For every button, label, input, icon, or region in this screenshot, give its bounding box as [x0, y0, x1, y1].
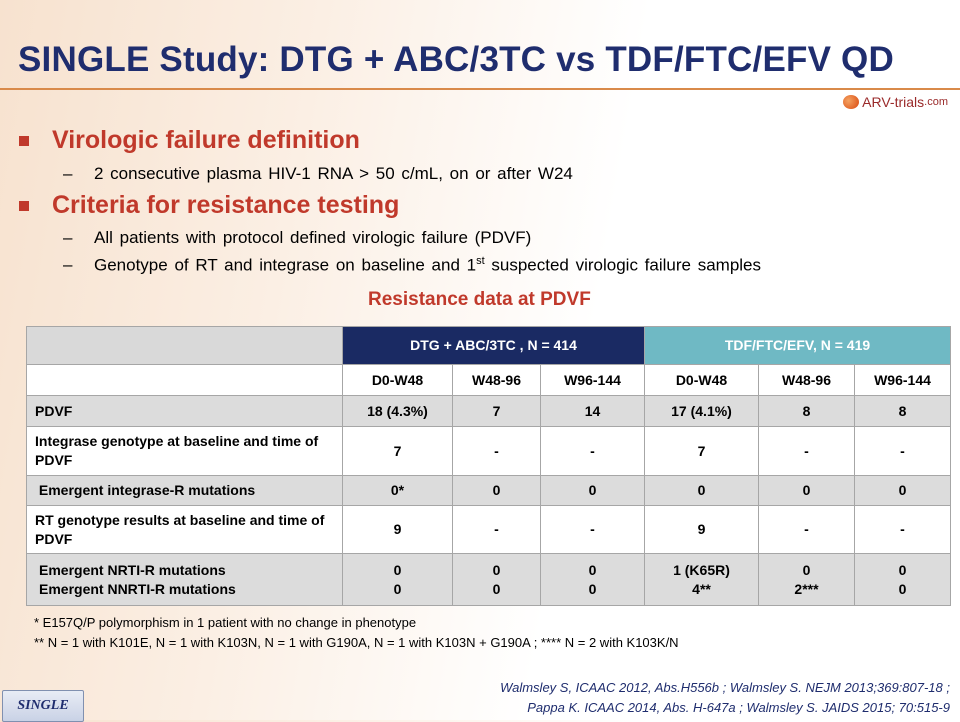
- nnrti-value: 0: [492, 580, 501, 597]
- column-header: W48-96: [452, 364, 541, 396]
- table-cell: 8: [854, 395, 951, 427]
- table-cell: 0: [854, 475, 951, 506]
- logo-icon: [843, 95, 860, 109]
- table-cell: -: [452, 426, 541, 476]
- corner-cell: [26, 326, 343, 365]
- nnrti-value: 0: [393, 580, 402, 597]
- sub-bullet-text: 2 consecutive plasma HIV-1 RNA > 50 c/mL…: [94, 164, 573, 183]
- table-cell: -: [540, 505, 645, 554]
- table-cell: -: [540, 426, 645, 476]
- table-cell: 7: [452, 395, 541, 427]
- table-title: Resistance data at PDVF: [368, 289, 591, 310]
- bullet-square-icon: [19, 136, 29, 146]
- row-label: Emergent integrase-R mutations: [26, 475, 343, 506]
- dash-marker: –: [63, 228, 73, 247]
- table-cell: 7: [342, 426, 453, 476]
- table-cell: 0: [644, 475, 759, 506]
- title-divider: [0, 88, 960, 90]
- column-header: D0-W48: [342, 364, 453, 396]
- citation-line: Walmsley S, ICAAC 2012, Abs.H556b ; Walm…: [500, 680, 950, 695]
- table-cell: -: [854, 505, 951, 554]
- genotype-text-end: suspected virologic failure samples: [484, 255, 762, 275]
- nrti-label: Emergent NRTI-R mutations: [39, 561, 226, 578]
- column-header: D0-W48: [644, 364, 759, 396]
- tdf-group-header: TDF/FTC/EFV, N = 419: [644, 326, 951, 365]
- table-cell: 0 2***: [758, 553, 855, 606]
- nrti-value: 0: [492, 561, 501, 578]
- sub-bullet-all-patients: All patients with protocol defined virol…: [94, 228, 532, 247]
- table-cell: 0: [540, 475, 645, 506]
- nnrti-value: 4**: [692, 580, 711, 597]
- table-cell: 0*: [342, 475, 453, 506]
- row-label: Emergent NRTI-R mutations Emergent NNRTI…: [26, 553, 343, 606]
- table-row: RT genotype results at baseline and time…: [26, 505, 951, 554]
- column-header: W96-144: [540, 364, 645, 396]
- nrti-value: 0: [898, 561, 907, 578]
- table-cell: 1 (K65R) 4**: [644, 553, 759, 606]
- row-label: PDVF: [26, 395, 343, 427]
- group-header-row: DTG + ABC/3TC , N = 414 TDF/FTC/EFV, N =…: [26, 326, 951, 365]
- citation-line: Pappa K. ICAAC 2014, Abs. H-647a ; Walms…: [527, 700, 950, 715]
- bullet-square-icon: [19, 201, 29, 211]
- table-cell: 0: [452, 475, 541, 506]
- logo-suffix: .com: [924, 96, 948, 108]
- genotype-superscript: st: [476, 255, 485, 267]
- table-row: Emergent integrase-R mutations 0* 0 0 0 …: [26, 475, 951, 506]
- resistance-table: DTG + ABC/3TC , N = 414 TDF/FTC/EFV, N =…: [26, 326, 951, 606]
- row-label: Integrase genotype at baseline and time …: [26, 426, 343, 476]
- nrti-value: 0: [588, 561, 597, 578]
- table-cell: -: [758, 426, 855, 476]
- study-badge: SINGLE: [2, 690, 84, 722]
- table-cell: 18 (4.3%): [342, 395, 453, 427]
- table-cell: 9: [644, 505, 759, 554]
- table-cell: -: [452, 505, 541, 554]
- footnotes: * E157Q/P polymorphism in 1 patient with…: [34, 613, 679, 653]
- table-cell: -: [854, 426, 951, 476]
- genotype-text-start: Genotype of RT and integrase on baseline…: [94, 255, 477, 275]
- footnote: ** N = 1 with K101E, N = 1 with K103N, N…: [34, 635, 679, 650]
- table-row: PDVF 18 (4.3%) 7 14 17 (4.1%) 8 8: [26, 395, 951, 427]
- nrti-value: 0: [802, 561, 811, 578]
- dtg-group-header: DTG + ABC/3TC , N = 414: [342, 326, 645, 365]
- arv-trials-logo: ARV-trials .com: [843, 94, 948, 110]
- nnrti-value: 0: [898, 580, 907, 597]
- dash-marker: –: [63, 255, 73, 274]
- nnrti-value: 2***: [794, 580, 819, 597]
- table-cell: 0: [758, 475, 855, 506]
- table-cell: 8: [758, 395, 855, 427]
- bullet-heading-failure-definition: Virologic failure definition: [52, 126, 360, 154]
- nnrti-value: 0: [588, 580, 597, 597]
- nrti-value: 1 (K65R): [673, 561, 730, 578]
- citations: Walmsley S, ICAAC 2012, Abs.H556b ; Walm…: [500, 678, 950, 718]
- table-cell: -: [758, 505, 855, 554]
- column-header: W48-96: [758, 364, 855, 396]
- column-header: W96-144: [854, 364, 951, 396]
- blank-header-cell: [26, 364, 343, 396]
- nrti-value: 0: [393, 561, 402, 578]
- table-cell: 17 (4.1%): [644, 395, 759, 427]
- slide-title: SINGLE Study: DTG + ABC/3TC vs TDF/FTC/E…: [18, 40, 894, 79]
- dash-marker: –: [63, 164, 73, 183]
- footnote: * E157Q/P polymorphism in 1 patient with…: [34, 615, 417, 630]
- table-row: Emergent NRTI-R mutations Emergent NNRTI…: [26, 553, 951, 606]
- row-label: RT genotype results at baseline and time…: [26, 505, 343, 554]
- table-cell: 9: [342, 505, 453, 554]
- nnrti-label: Emergent NNRTI-R mutations: [39, 580, 236, 597]
- logo-text: ARV-trials: [862, 94, 925, 110]
- bullet-heading-resistance-criteria: Criteria for resistance testing: [52, 191, 400, 219]
- table-cell: 7: [644, 426, 759, 476]
- sub-bullet-failure-definition: 2 consecutive plasma HIV-1 RNA > 50 c/mL…: [94, 164, 573, 184]
- table-row: Integrase genotype at baseline and time …: [26, 426, 951, 476]
- table-cell: 14: [540, 395, 645, 427]
- period-header-row: D0-W48 W48-96 W96-144 D0-W48 W48-96 W96-…: [26, 364, 951, 396]
- sub-bullet-genotype: Genotype of RT and integrase on baseline…: [94, 255, 761, 276]
